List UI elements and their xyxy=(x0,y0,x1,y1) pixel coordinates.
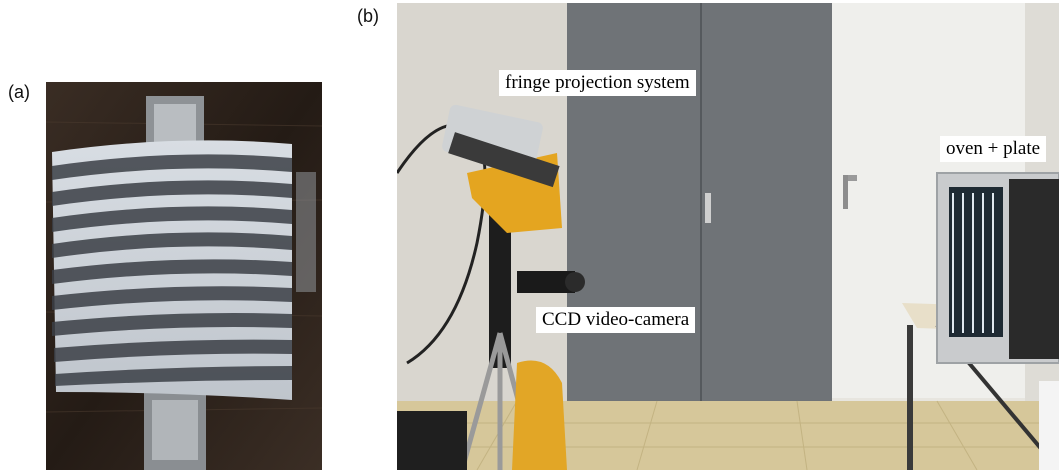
ccd-camera-label: CCD video-camera xyxy=(536,307,696,333)
panel-label-b: (b) xyxy=(357,6,379,26)
panel-label-a: (a) xyxy=(8,82,30,102)
fringe-projection-label: fringe projection system xyxy=(499,70,696,96)
fringe-plate-photo xyxy=(46,82,322,470)
lab-setup-photo xyxy=(397,3,1059,470)
oven-plate-label: oven + plate xyxy=(940,136,1047,162)
